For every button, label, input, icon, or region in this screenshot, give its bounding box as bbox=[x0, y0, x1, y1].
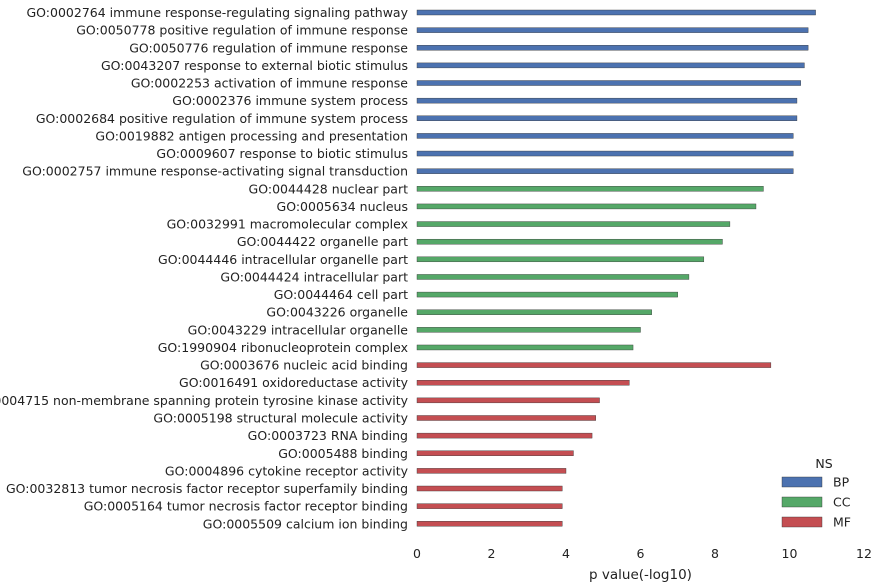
x-tick-label-5: 8 bbox=[711, 546, 719, 561]
category-label-28: GO:0032813 tumor necrosis factor recepto… bbox=[6, 481, 408, 496]
category-label-11: GO:0044428 nuclear part bbox=[249, 181, 409, 196]
category-label-16: GO:0044424 intracellular part bbox=[220, 269, 408, 284]
bar-6 bbox=[416, 97, 798, 104]
bar-30 bbox=[416, 521, 563, 527]
bar-4 bbox=[416, 62, 805, 69]
bar-9 bbox=[416, 150, 794, 157]
category-label-9: GO:0009607 response to biotic stimulus bbox=[156, 146, 408, 161]
legend-swatch-bp bbox=[781, 476, 823, 488]
category-label-19: GO:0043229 intracellular organelle bbox=[188, 322, 409, 337]
category-label-26: GO:0005488 binding bbox=[278, 446, 408, 461]
bar-1 bbox=[416, 9, 816, 16]
category-label-8: GO:0019882 antigen processing and presen… bbox=[95, 128, 408, 143]
bar-20 bbox=[416, 344, 634, 351]
category-label-21: GO:0003676 nucleic acid binding bbox=[200, 358, 408, 373]
bar-10 bbox=[416, 168, 794, 174]
bar-23 bbox=[416, 397, 600, 404]
x-axis-ticks-group: 0 2 4 6 8 10 12 bbox=[413, 546, 872, 561]
bar-11 bbox=[416, 186, 764, 192]
legend-label-bp: BP bbox=[833, 475, 850, 490]
x-tick-label-1: 0 bbox=[413, 546, 421, 561]
bar-3 bbox=[416, 45, 809, 51]
category-label-18: GO:0043226 organelle bbox=[266, 305, 408, 320]
category-label-2: GO:0050778 positive regulation of immune… bbox=[76, 23, 408, 38]
x-tick-label-3: 4 bbox=[562, 546, 570, 561]
category-label-14: GO:0044422 organelle part bbox=[237, 234, 408, 249]
x-tick-label-7: 12 bbox=[856, 546, 872, 561]
category-label-25: GO:0003723 RNA binding bbox=[248, 428, 408, 443]
category-label-4: GO:0043207 response to external biotic s… bbox=[101, 58, 408, 73]
category-label-17: GO:0044464 cell part bbox=[274, 287, 408, 302]
legend-swatch-cc bbox=[781, 496, 823, 508]
legend: NS BP CC MF bbox=[781, 456, 851, 530]
category-label-5: GO:0002253 activation of immune response bbox=[131, 76, 408, 91]
bar-28 bbox=[416, 485, 563, 492]
x-tick-label-6: 10 bbox=[782, 546, 798, 561]
legend-label-cc: CC bbox=[833, 495, 851, 510]
category-label-29: GO:0005164 tumor necrosis factor recepto… bbox=[84, 499, 408, 514]
category-label-27: GO:0004896 cytokine receptor activity bbox=[165, 463, 409, 478]
x-axis-label: p value(-log10) bbox=[589, 567, 692, 583]
category-label-20: GO:1990904 ribonucleoprotein complex bbox=[158, 340, 408, 355]
bar-19 bbox=[416, 327, 641, 333]
bar-21 bbox=[416, 362, 772, 368]
legend-swatch-mf bbox=[781, 516, 823, 528]
bar-12 bbox=[416, 203, 757, 210]
bar-16 bbox=[416, 274, 690, 280]
category-label-15: GO:0044446 intracellular organelle part bbox=[158, 252, 408, 267]
x-tick-label-2: 2 bbox=[488, 546, 496, 561]
category-label-13: GO:0032991 macromolecular complex bbox=[167, 217, 408, 232]
category-label-23: GO:0004715 non-membrane spanning protein… bbox=[0, 393, 409, 408]
bar-5 bbox=[416, 80, 801, 86]
legend-label-mf: MF bbox=[833, 515, 851, 530]
bar-22 bbox=[416, 380, 630, 386]
bar-7 bbox=[416, 115, 798, 121]
category-label-24: GO:0005198 structural molecule activity bbox=[153, 410, 408, 425]
category-label-1: GO:0002764 immune response-regulating si… bbox=[26, 5, 408, 20]
x-tick-label-4: 6 bbox=[637, 546, 645, 561]
bar-25 bbox=[416, 432, 593, 439]
bar-13 bbox=[416, 221, 731, 227]
bar-17 bbox=[416, 291, 678, 298]
category-label-6: GO:0002376 immune system process bbox=[172, 93, 408, 108]
bar-15 bbox=[416, 256, 705, 263]
category-label-10: GO:0002757 immune response-activating si… bbox=[22, 164, 408, 179]
bars-group bbox=[416, 9, 816, 527]
bar-8 bbox=[416, 133, 794, 139]
category-labels-group: GO:0002764 immune response-regulating si… bbox=[0, 5, 409, 531]
category-label-30: GO:0005509 calcium ion binding bbox=[203, 516, 408, 531]
bar-2 bbox=[416, 27, 809, 33]
bar-24 bbox=[416, 415, 597, 421]
category-label-12: GO:0005634 nucleus bbox=[277, 199, 408, 214]
category-label-22: GO:0016491 oxidoreductase activity bbox=[179, 375, 409, 390]
legend-title: NS bbox=[815, 456, 832, 471]
bar-26 bbox=[416, 450, 574, 456]
category-label-7: GO:0002684 positive regulation of immune… bbox=[36, 111, 408, 126]
bar-27 bbox=[416, 468, 567, 474]
bar-18 bbox=[416, 309, 652, 315]
bar-14 bbox=[416, 238, 723, 245]
bar-29 bbox=[416, 503, 563, 509]
category-label-3: GO:0050776 regulation of immune response bbox=[129, 40, 408, 55]
